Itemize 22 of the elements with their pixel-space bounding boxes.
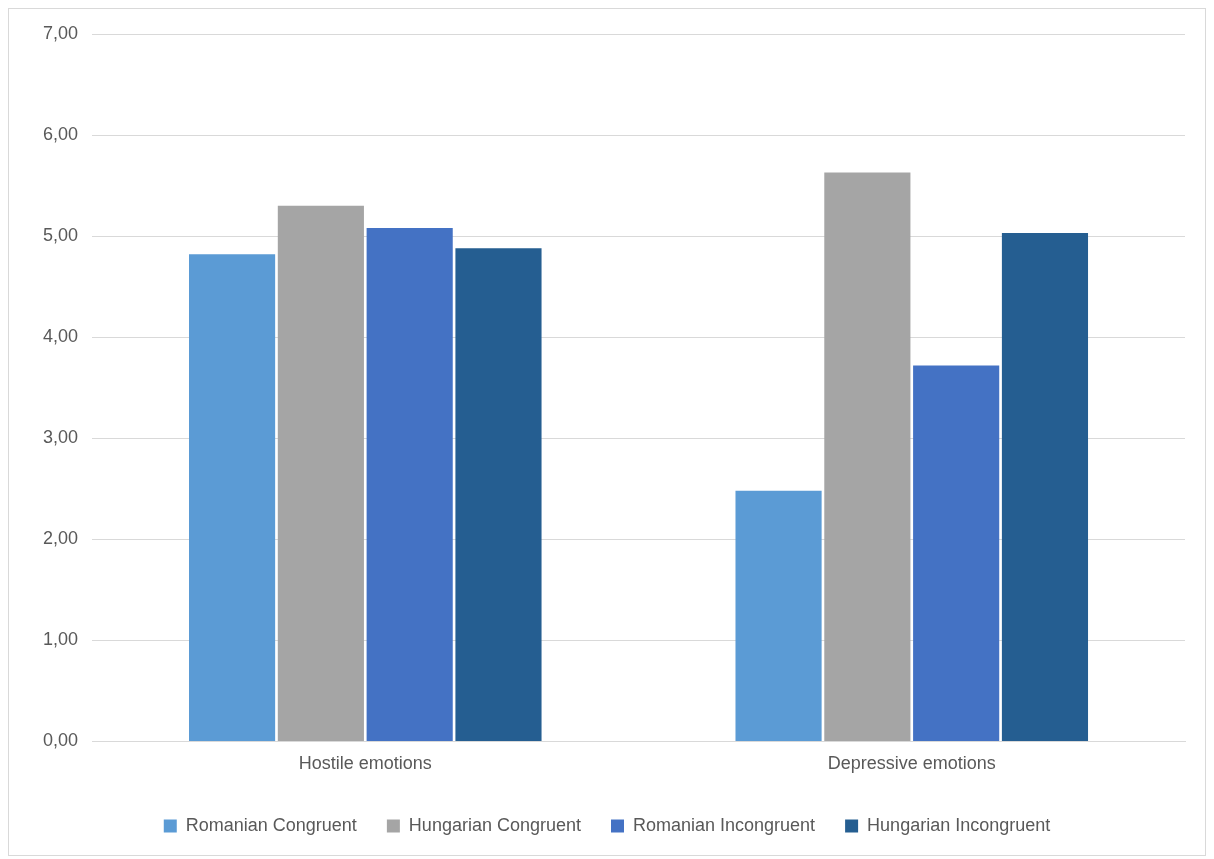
- bar: [913, 365, 1000, 741]
- bar: [366, 228, 453, 741]
- y-tick-label: 7,00: [42, 22, 79, 43]
- bar: [455, 248, 542, 741]
- bar: [735, 490, 822, 741]
- y-tick-label: 1,00: [42, 629, 79, 650]
- y-tick-label: 5,00: [42, 225, 79, 246]
- legend-label: Romanian Congruent: [185, 814, 357, 835]
- legend-label: Hungarian Congruent: [408, 814, 581, 835]
- bar: [1001, 233, 1089, 741]
- y-tick-label: 3,00: [42, 427, 79, 448]
- y-tick-label: 2,00: [42, 528, 79, 549]
- y-tick-label: 0,00: [42, 730, 79, 751]
- bar: [277, 205, 364, 741]
- legend-label: Romanian Incongruent: [632, 814, 816, 835]
- y-tick-label: 4,00: [42, 326, 79, 347]
- legend-label: Hungarian Incongruent: [867, 814, 1051, 835]
- x-tick-label: Hostile emotions: [298, 753, 432, 774]
- y-tick-label: 6,00: [42, 124, 79, 145]
- bar: [189, 254, 276, 741]
- x-tick-label: Depressive emotions: [827, 753, 996, 774]
- bar: [824, 172, 911, 741]
